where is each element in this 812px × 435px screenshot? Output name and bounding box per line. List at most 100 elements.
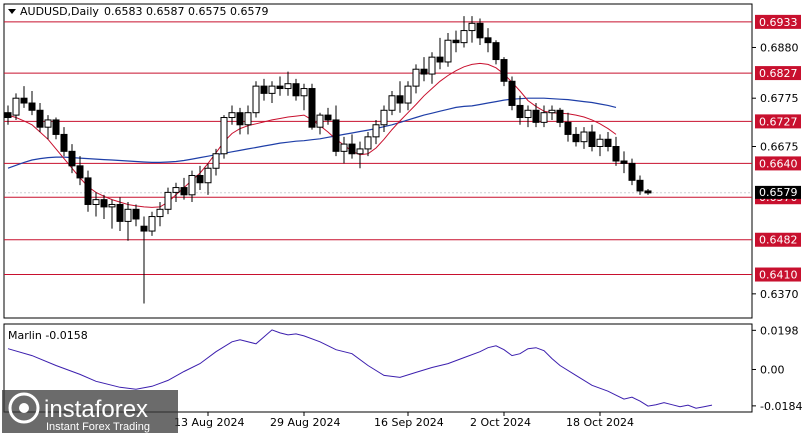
- candle-24: [196, 165, 204, 190]
- candle-39: [316, 112, 324, 135]
- candle-73: [588, 124, 596, 152]
- candle-45: [364, 132, 372, 157]
- candle-50: [404, 81, 412, 111]
- candle-44: [356, 141, 364, 169]
- candle-25: [204, 163, 212, 195]
- candle-29: [236, 107, 244, 135]
- candle-66: [532, 103, 540, 128]
- x-tick-label-4: 18 Oct 2024: [566, 416, 634, 429]
- candle-65: [524, 105, 532, 128]
- marlin-axis: 0.0198 0.00 -0.0184: [752, 324, 802, 413]
- candle-3: [28, 90, 36, 116]
- candle-22: [180, 177, 188, 200]
- candle-16: [132, 204, 140, 227]
- candle-38: [308, 83, 316, 130]
- candle-54: [436, 37, 444, 70]
- candle-70: [564, 112, 572, 142]
- candle-42: [340, 136, 348, 164]
- candle-77: [620, 151, 628, 174]
- level-label-0: 0.6933: [759, 16, 798, 29]
- x-tick-label-0: 13 Aug 2024: [174, 416, 244, 429]
- candle-4: [36, 103, 44, 133]
- candle-20: [164, 187, 172, 215]
- watermark-tagline: Instant Forex Trading: [46, 421, 150, 433]
- instaforex-watermark: instaforex Instant Forex Trading: [2, 390, 178, 433]
- candle-76: [612, 136, 620, 166]
- candle-80: [644, 189, 652, 195]
- candle-40: [324, 107, 332, 125]
- candle-35: [284, 71, 292, 96]
- candle-46: [372, 119, 380, 145]
- candle-18: [148, 211, 156, 236]
- x-tick-label-2: 16 Sep 2024: [374, 416, 444, 429]
- candle-58: [468, 16, 476, 43]
- chart-header: AUDUSD,Daily 0.6583 0.6587 0.6575 0.6579: [8, 5, 268, 18]
- candle-14: [116, 197, 124, 232]
- level-label-2: 0.6727: [759, 115, 798, 128]
- candle-75: [604, 132, 612, 152]
- candle-71: [572, 127, 580, 147]
- level-badge-6: 0.6410: [755, 267, 801, 282]
- price-panel: [3, 3, 753, 319]
- marlin-tick-label-1: 0.00: [760, 363, 785, 376]
- candle-21: [172, 182, 180, 203]
- candle-1: [12, 93, 20, 120]
- marlin-line: [7, 329, 713, 409]
- candle-15: [124, 202, 132, 241]
- candle-55: [444, 32, 452, 67]
- candle-26: [212, 148, 220, 176]
- candle-49: [396, 81, 404, 113]
- level-badges: 0.69330.68270.67270.66400.65700.64820.64…: [755, 14, 801, 282]
- candle-74: [596, 134, 604, 157]
- candle-53: [428, 52, 436, 84]
- candle-12: [100, 194, 108, 219]
- candle-41: [332, 105, 340, 157]
- y-tick-label-1: 0.6775: [760, 92, 799, 105]
- candle-17: [140, 216, 148, 304]
- candle-61: [492, 40, 500, 65]
- current-price-label: 0.6579: [759, 186, 798, 199]
- marlin-tick-label-0: 0.0198: [760, 324, 799, 337]
- candle-19: [156, 202, 164, 227]
- current-price-badge: 0.6579: [755, 185, 801, 199]
- marlin-indicator: [7, 329, 713, 409]
- candle-79: [636, 175, 644, 195]
- x-tick-label-3: 2 Oct 2024: [470, 416, 531, 429]
- level-label-5: 0.6482: [759, 234, 798, 247]
- candle-69: [556, 107, 564, 128]
- candle-31: [252, 81, 260, 118]
- candle-51: [412, 64, 420, 94]
- candle-78: [628, 158, 636, 186]
- candle-62: [500, 57, 508, 87]
- candle-47: [380, 105, 388, 133]
- candle-30: [244, 105, 252, 135]
- candle-67: [540, 105, 548, 128]
- candle-57: [460, 16, 468, 48]
- candles-layer: [4, 16, 652, 304]
- candle-7: [60, 127, 68, 157]
- candle-48: [388, 90, 396, 116]
- level-badge-1: 0.6827: [755, 66, 801, 81]
- candle-9: [76, 156, 84, 186]
- candle-28: [228, 105, 236, 125]
- candle-33: [268, 81, 276, 104]
- candle-56: [452, 30, 460, 53]
- candle-68: [548, 105, 556, 120]
- candle-34: [276, 76, 284, 96]
- y-tick-label-0: 0.6880: [760, 41, 799, 54]
- candle-64: [516, 95, 524, 125]
- y-tick-label-2: 0.6675: [760, 141, 799, 154]
- ohlc-values: 0.6583 0.6587 0.6575 0.6579: [104, 5, 268, 18]
- marlin-tick-label-2: -0.0184: [760, 400, 802, 413]
- candle-11: [92, 192, 100, 217]
- candle-43: [348, 134, 356, 159]
- level-badge-3: 0.6640: [755, 156, 801, 171]
- candle-37: [300, 83, 308, 111]
- dropdown-triangle-icon[interactable]: [8, 9, 16, 14]
- candle-23: [188, 170, 196, 203]
- candle-32: [260, 78, 268, 101]
- x-tick-label-1: 29 Aug 2024: [270, 416, 340, 429]
- watermark-brand: instaforex: [44, 396, 148, 423]
- candle-36: [292, 78, 300, 101]
